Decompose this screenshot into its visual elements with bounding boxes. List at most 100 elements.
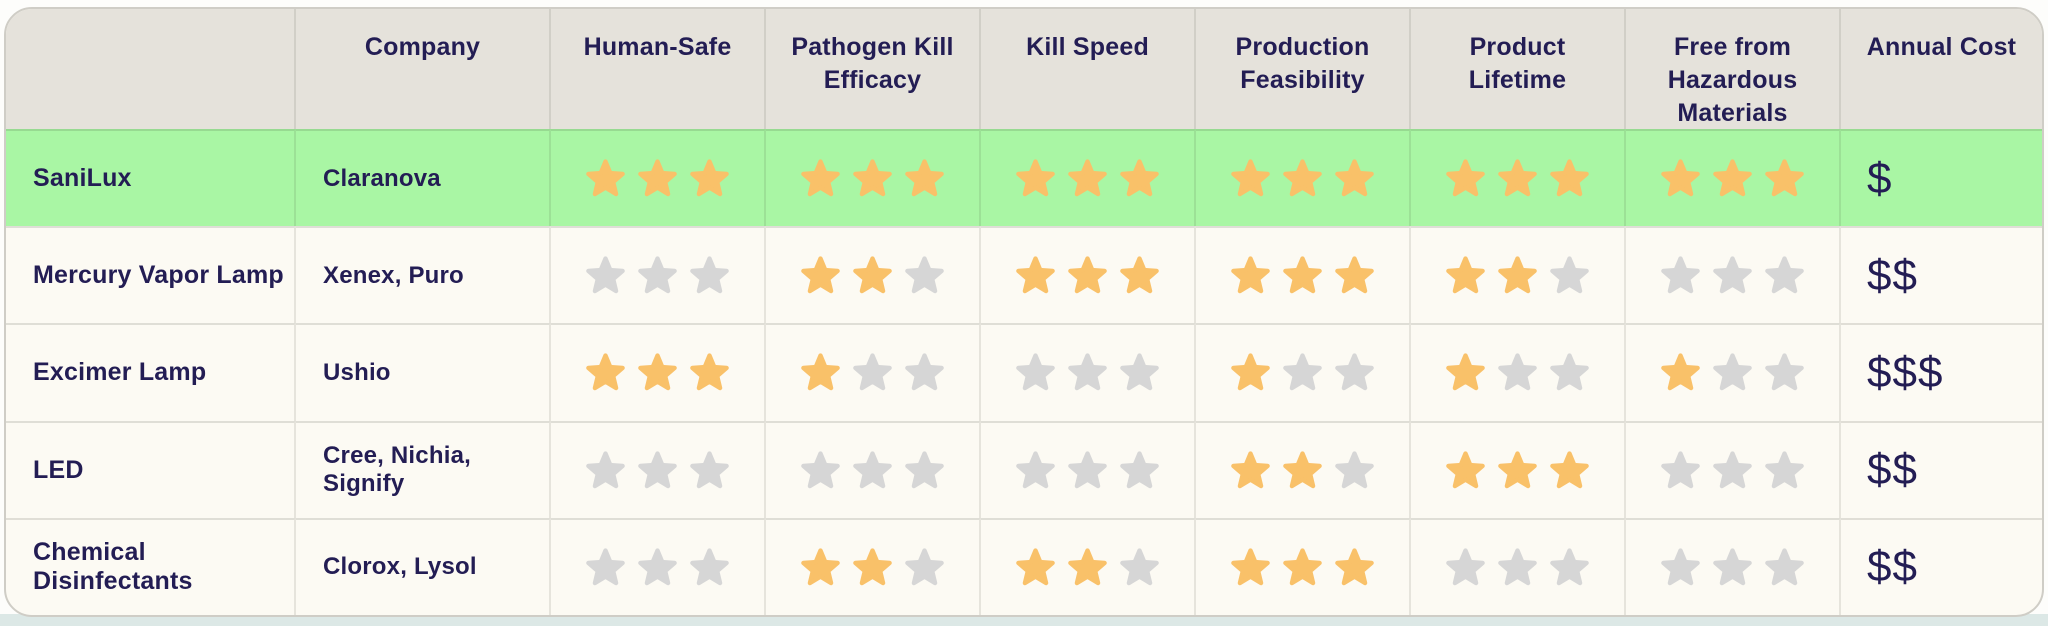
star-filled-icon [801,159,840,197]
star-filled-icon [1550,451,1589,488]
star-filled-icon [690,159,729,197]
star-filled-icon [1446,353,1485,391]
star-empty-icon [690,256,729,294]
column-header-blank [6,9,296,129]
rating-human-safe [551,129,766,227]
star-filled-icon [1016,256,1055,294]
star-filled-icon [1068,548,1107,586]
column-header-kill-speed: Kill Speed [981,9,1196,129]
row-company: Cree, Nichia, Signify [296,420,551,518]
star-filled-icon [801,548,840,586]
star-filled-icon [1283,256,1322,294]
star-empty-icon [586,451,625,488]
rating-product-lifetime [1411,129,1626,227]
rating-human-safe [551,323,766,421]
rating-free-from-hazardous-materials [1626,226,1841,324]
star-empty-icon [1713,548,1752,586]
rating-product-lifetime [1411,517,1626,615]
star-empty-icon [690,451,729,488]
star-empty-icon [1550,548,1589,586]
star-empty-icon [638,548,677,586]
star-filled-icon [638,159,677,197]
star-empty-icon [1120,548,1159,586]
star-empty-icon [1765,256,1804,294]
column-header-annual-cost: Annual Cost [1841,9,2042,129]
star-filled-icon [1661,159,1700,197]
star-empty-icon [1120,451,1159,488]
star-empty-icon [638,256,677,294]
star-filled-icon [1765,159,1804,197]
rating-pathogen-kill-efficacy [766,226,981,324]
star-empty-icon [1550,256,1589,294]
star-empty-icon [1661,548,1700,586]
row-company: Xenex, Puro [296,226,551,324]
row-name-sanilux: SaniLux [6,129,296,227]
star-filled-icon [1068,159,1107,197]
rating-kill-speed [981,420,1196,518]
star-filled-icon [1231,159,1270,197]
star-empty-icon [1661,451,1700,488]
rating-production-feasibility [1196,129,1411,227]
star-filled-icon [1068,256,1107,294]
rating-kill-speed [981,323,1196,421]
rating-production-feasibility [1196,323,1411,421]
star-empty-icon [1068,353,1107,391]
star-empty-icon [853,451,892,488]
star-filled-icon [905,159,944,197]
star-filled-icon [801,353,840,391]
rating-product-lifetime [1411,226,1626,324]
star-filled-icon [586,353,625,391]
star-empty-icon [1335,353,1374,391]
star-empty-icon [1765,548,1804,586]
star-filled-icon [1120,256,1159,294]
star-filled-icon [853,159,892,197]
annual-cost-value: $ [1841,129,2042,227]
rating-pathogen-kill-efficacy [766,323,981,421]
star-filled-icon [1446,256,1485,294]
star-empty-icon [1713,353,1752,391]
star-filled-icon [1231,451,1270,488]
rating-human-safe [551,226,766,324]
star-filled-icon [1498,256,1537,294]
column-header-production-feasibility: Production Feasibility [1196,9,1411,129]
star-empty-icon [1016,451,1055,488]
rating-kill-speed [981,129,1196,227]
rating-production-feasibility [1196,517,1411,615]
page-bottom-strip [0,614,2048,626]
star-empty-icon [586,256,625,294]
star-filled-icon [1231,548,1270,586]
star-filled-icon [853,256,892,294]
star-empty-icon [1713,256,1752,294]
row-company: Ushio [296,323,551,421]
star-empty-icon [1661,256,1700,294]
star-filled-icon [1498,451,1537,488]
star-empty-icon [1765,451,1804,488]
annual-cost-value: $$ [1841,420,2042,518]
row-company: Claranova [296,129,551,227]
star-empty-icon [1713,451,1752,488]
star-empty-icon [1550,353,1589,391]
star-empty-icon [905,353,944,391]
star-empty-icon [801,451,840,488]
rating-pathogen-kill-efficacy [766,420,981,518]
star-empty-icon [905,451,944,488]
row-name-chemical-disinfectants: Chemical Disinfectants [6,517,296,615]
rating-pathogen-kill-efficacy [766,517,981,615]
star-empty-icon [1120,353,1159,391]
star-empty-icon [1446,548,1485,586]
star-filled-icon [853,548,892,586]
comparison-table: Company Human-Safe Pathogen Kill Efficacy K… [4,7,2044,617]
star-filled-icon [1446,451,1485,488]
star-filled-icon [801,256,840,294]
star-filled-icon [1231,256,1270,294]
rating-kill-speed [981,226,1196,324]
column-header-pathogen-kill-efficacy: Pathogen Kill Efficacy [766,9,981,129]
rating-free-from-hazardous-materials [1626,129,1841,227]
rating-product-lifetime [1411,420,1626,518]
star-filled-icon [1498,159,1537,197]
star-filled-icon [1335,548,1374,586]
star-empty-icon [1498,548,1537,586]
star-empty-icon [638,451,677,488]
row-name-led: LED [6,420,296,518]
star-empty-icon [690,548,729,586]
